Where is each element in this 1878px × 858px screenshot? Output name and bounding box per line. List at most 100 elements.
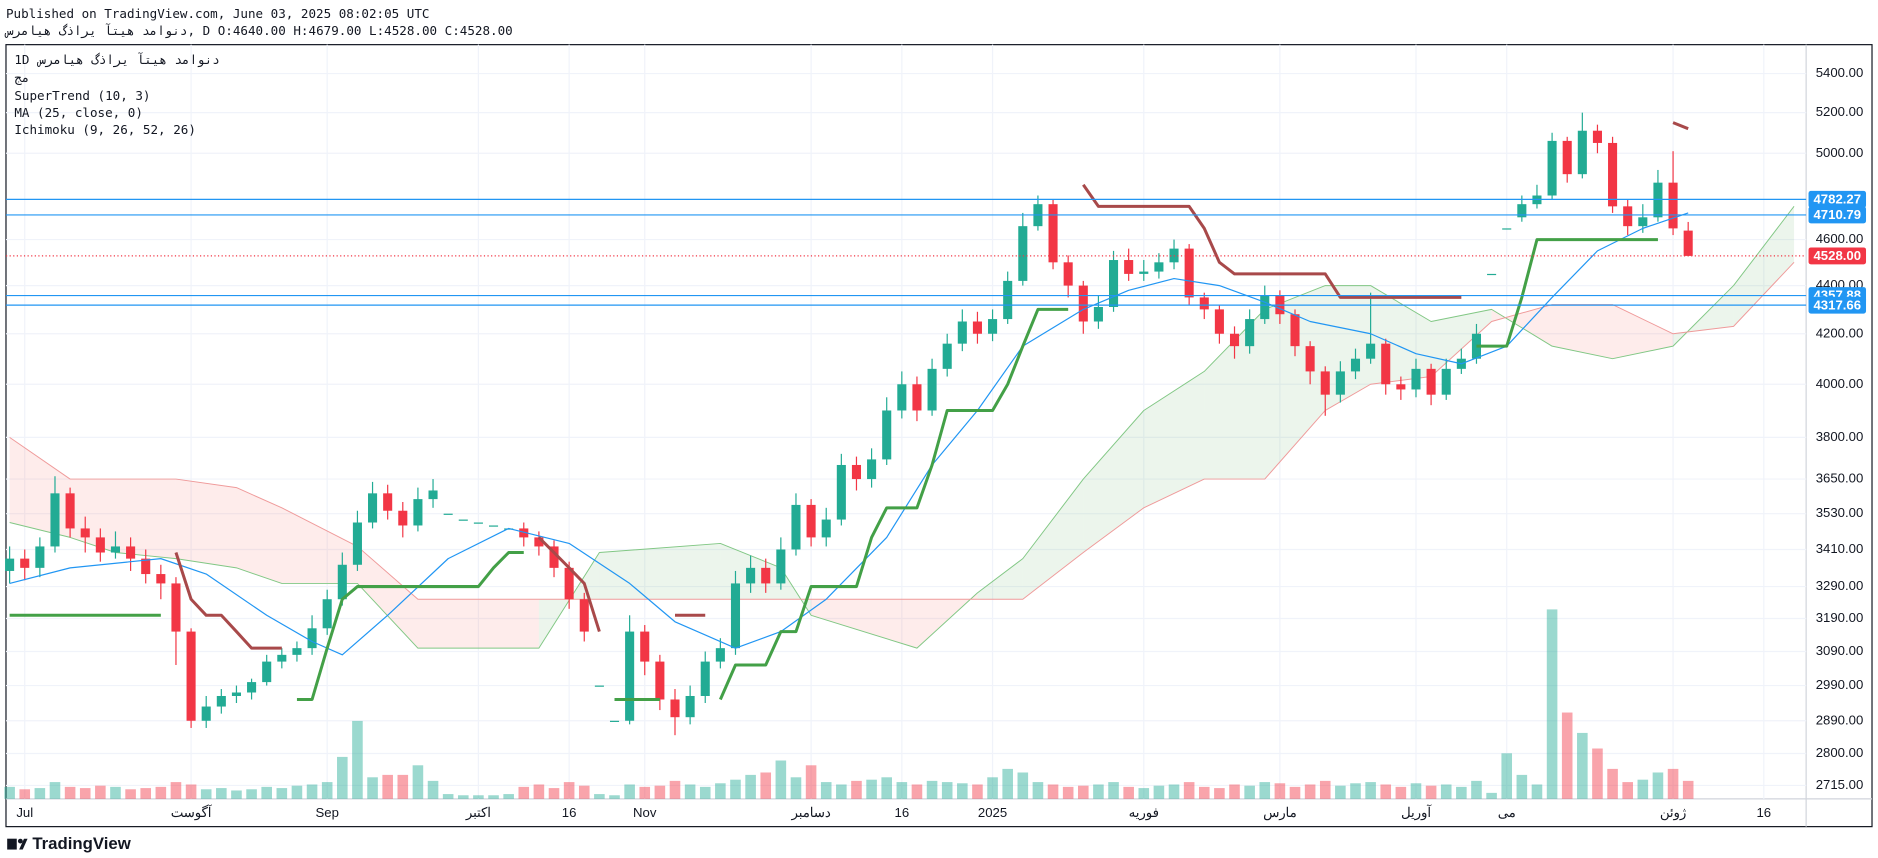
y-tick-label: 4600.00 (1816, 231, 1864, 246)
x-tick-label: 16 (894, 805, 909, 820)
x-tick-label: مارس (1263, 805, 1297, 821)
y-tick-label: 5200.00 (1816, 104, 1864, 119)
candle-body (413, 499, 423, 526)
candle-body (1048, 204, 1058, 263)
price-label: 4317.66 (1813, 297, 1861, 312)
candle-body (564, 567, 574, 600)
volume-bar (442, 794, 454, 799)
volume-bar (49, 782, 61, 799)
legend-interval: 1D (14, 52, 29, 67)
volume-bar (1577, 732, 1588, 799)
cloud-segment (115, 479, 176, 559)
published-note: Published on TradingView.com, June 03, 2… (6, 6, 430, 21)
chart-frame (5, 44, 1873, 828)
candle-body (1381, 343, 1391, 385)
volume-bar (1395, 786, 1407, 799)
candle-body (1592, 130, 1602, 143)
candle-body (473, 522, 483, 524)
candle-body (1018, 226, 1028, 281)
candle-body (609, 720, 620, 722)
candle-body (791, 504, 801, 550)
candle-body (806, 504, 816, 538)
candle-body (1502, 228, 1512, 230)
candle-body (1199, 297, 1209, 310)
candle-body (262, 661, 272, 683)
volume-bar (654, 785, 666, 799)
y-tick-label: 3530.00 (1816, 505, 1864, 520)
volume-bar (473, 795, 484, 799)
volume-bar (1592, 748, 1603, 799)
candle-body (337, 564, 347, 600)
volume-bar (1017, 772, 1029, 799)
candle-body (1653, 182, 1663, 218)
volume-bar (1304, 784, 1316, 799)
y-tick-label: 2715.00 (1816, 777, 1864, 792)
candle-body (277, 654, 287, 662)
volume-bar (397, 774, 409, 799)
candle-body (1154, 262, 1164, 272)
volume-bar (337, 756, 348, 799)
volume-bar (231, 790, 242, 799)
candle-body (322, 599, 332, 629)
candle-body (836, 464, 846, 520)
volume-bar (1319, 780, 1331, 799)
volume-bar (457, 795, 469, 799)
candle-body (65, 493, 75, 529)
candle-body (1517, 204, 1527, 218)
candle-body (1305, 346, 1315, 372)
volume-bar (609, 795, 620, 799)
x-tick-label: Jul (16, 805, 33, 820)
candle-body (912, 384, 922, 411)
volume-bar (684, 784, 696, 799)
y-tick-label: 3190.00 (1816, 610, 1864, 625)
volume-bar (1198, 786, 1210, 799)
candle-body (1124, 260, 1134, 274)
volume-bar (1183, 782, 1195, 799)
candle-body (1366, 343, 1376, 359)
candle-body (443, 513, 453, 515)
candle-body (655, 661, 665, 700)
candle-body (383, 493, 393, 511)
volume-bar (1259, 782, 1271, 799)
candle-body (247, 682, 257, 693)
volume-bar (276, 788, 288, 799)
volume-bar (412, 765, 424, 799)
cloud-segment (1022, 479, 1084, 600)
candle-body (730, 583, 741, 649)
volume-bar (1456, 786, 1467, 799)
volume-bar (1531, 784, 1543, 799)
volume-bar (1062, 786, 1074, 799)
candle-body (1335, 371, 1345, 395)
candle-body (1562, 140, 1572, 175)
volume-bar (1667, 768, 1679, 799)
candle-body (1093, 306, 1103, 322)
volume-bar (1153, 785, 1165, 799)
volume-bar (911, 784, 923, 799)
candle-body (1668, 182, 1678, 229)
y-tick-label: 2800.00 (1816, 745, 1864, 760)
volume-bar (4, 786, 15, 799)
volume-bar (533, 784, 545, 799)
volume-bar (1244, 785, 1255, 799)
volume-bar (987, 777, 998, 799)
candle-body (1229, 333, 1240, 347)
volume-bar (1486, 792, 1497, 799)
cloud-segment (1083, 410, 1144, 553)
candle-body (368, 493, 378, 523)
volume-bar (896, 782, 908, 799)
volume-bar (1561, 712, 1573, 799)
candle-body (1441, 368, 1451, 395)
candle-body (1109, 260, 1119, 307)
volume-bar (1032, 782, 1044, 799)
candle-body (640, 631, 650, 662)
x-tick-label: آوریل (1401, 804, 1432, 821)
cloud-segment (357, 546, 418, 649)
candle-body (685, 695, 695, 718)
candle-body (1214, 309, 1224, 334)
volume-bar (578, 785, 590, 799)
candle-body (761, 567, 771, 584)
candle-body (1487, 273, 1497, 276)
y-tick-label: 3650.00 (1816, 471, 1864, 486)
candle-body (897, 384, 907, 411)
cloud-segment (236, 487, 282, 584)
